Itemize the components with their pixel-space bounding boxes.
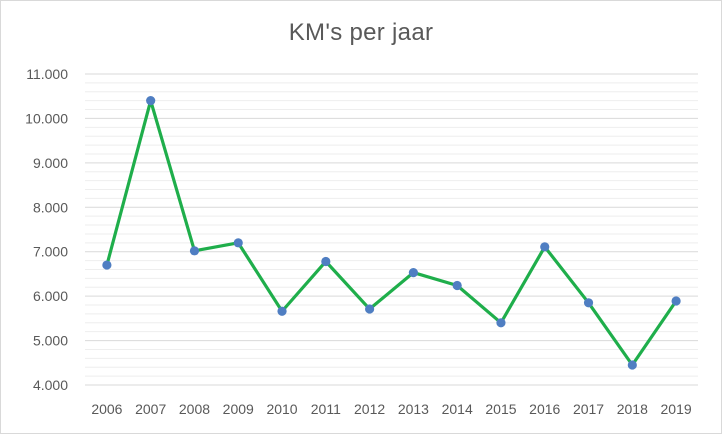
minor-gridlines xyxy=(85,82,698,377)
data-point xyxy=(321,256,331,267)
y-tick-label: 9.000 xyxy=(33,155,68,171)
x-tick-label: 2018 xyxy=(617,401,648,417)
data-point xyxy=(408,267,418,278)
data-point xyxy=(627,360,637,370)
data-point xyxy=(671,296,681,306)
y-tick-label: 5.000 xyxy=(33,333,68,349)
x-tick-label: 2017 xyxy=(573,401,604,417)
x-axis-tick-labels: 2006 2007 2008 2009 2010 2011 2012 2013 2014 2015… xyxy=(91,401,692,417)
data-point xyxy=(233,238,243,248)
y-tick-label: 6.000 xyxy=(33,288,68,304)
x-tick-label: 2019 xyxy=(661,401,692,417)
chart-title: KM's per jaar xyxy=(288,19,434,46)
data-point xyxy=(146,96,156,106)
series-line xyxy=(105,99,678,367)
data-point xyxy=(452,280,462,291)
series-line-group xyxy=(105,99,678,367)
x-tick-label: 2012 xyxy=(354,401,385,417)
data-point xyxy=(365,304,375,314)
x-tick-label: 2010 xyxy=(266,401,297,417)
y-tick-label: 11.000 xyxy=(26,66,68,82)
series-markers xyxy=(102,96,681,370)
data-point xyxy=(583,298,594,308)
data-point xyxy=(277,306,287,316)
data-point xyxy=(496,318,506,328)
x-tick-label: 2016 xyxy=(529,401,560,417)
major-gridlines xyxy=(85,73,698,386)
data-point xyxy=(189,246,200,256)
x-tick-label: 2014 xyxy=(442,401,473,417)
y-tick-label: 7.000 xyxy=(33,244,68,260)
y-tick-label: 10.000 xyxy=(25,110,68,126)
x-tick-label: 2008 xyxy=(179,401,210,417)
y-axis-tick-labels: 4.000 5.000 6.000 7.000 8.000 9.000 10.000 11.0… xyxy=(25,66,68,393)
data-point xyxy=(102,260,112,270)
x-tick-label: 2007 xyxy=(135,401,166,417)
x-tick-label: 2006 xyxy=(91,401,122,417)
x-tick-label: 2015 xyxy=(485,401,516,417)
data-point xyxy=(540,242,550,252)
x-tick-label: 2011 xyxy=(311,401,341,417)
y-tick-label: 8.000 xyxy=(33,199,68,215)
x-tick-label: 2009 xyxy=(223,401,254,417)
x-tick-label: 2013 xyxy=(398,401,429,417)
y-tick-label: 4.000 xyxy=(33,377,68,393)
